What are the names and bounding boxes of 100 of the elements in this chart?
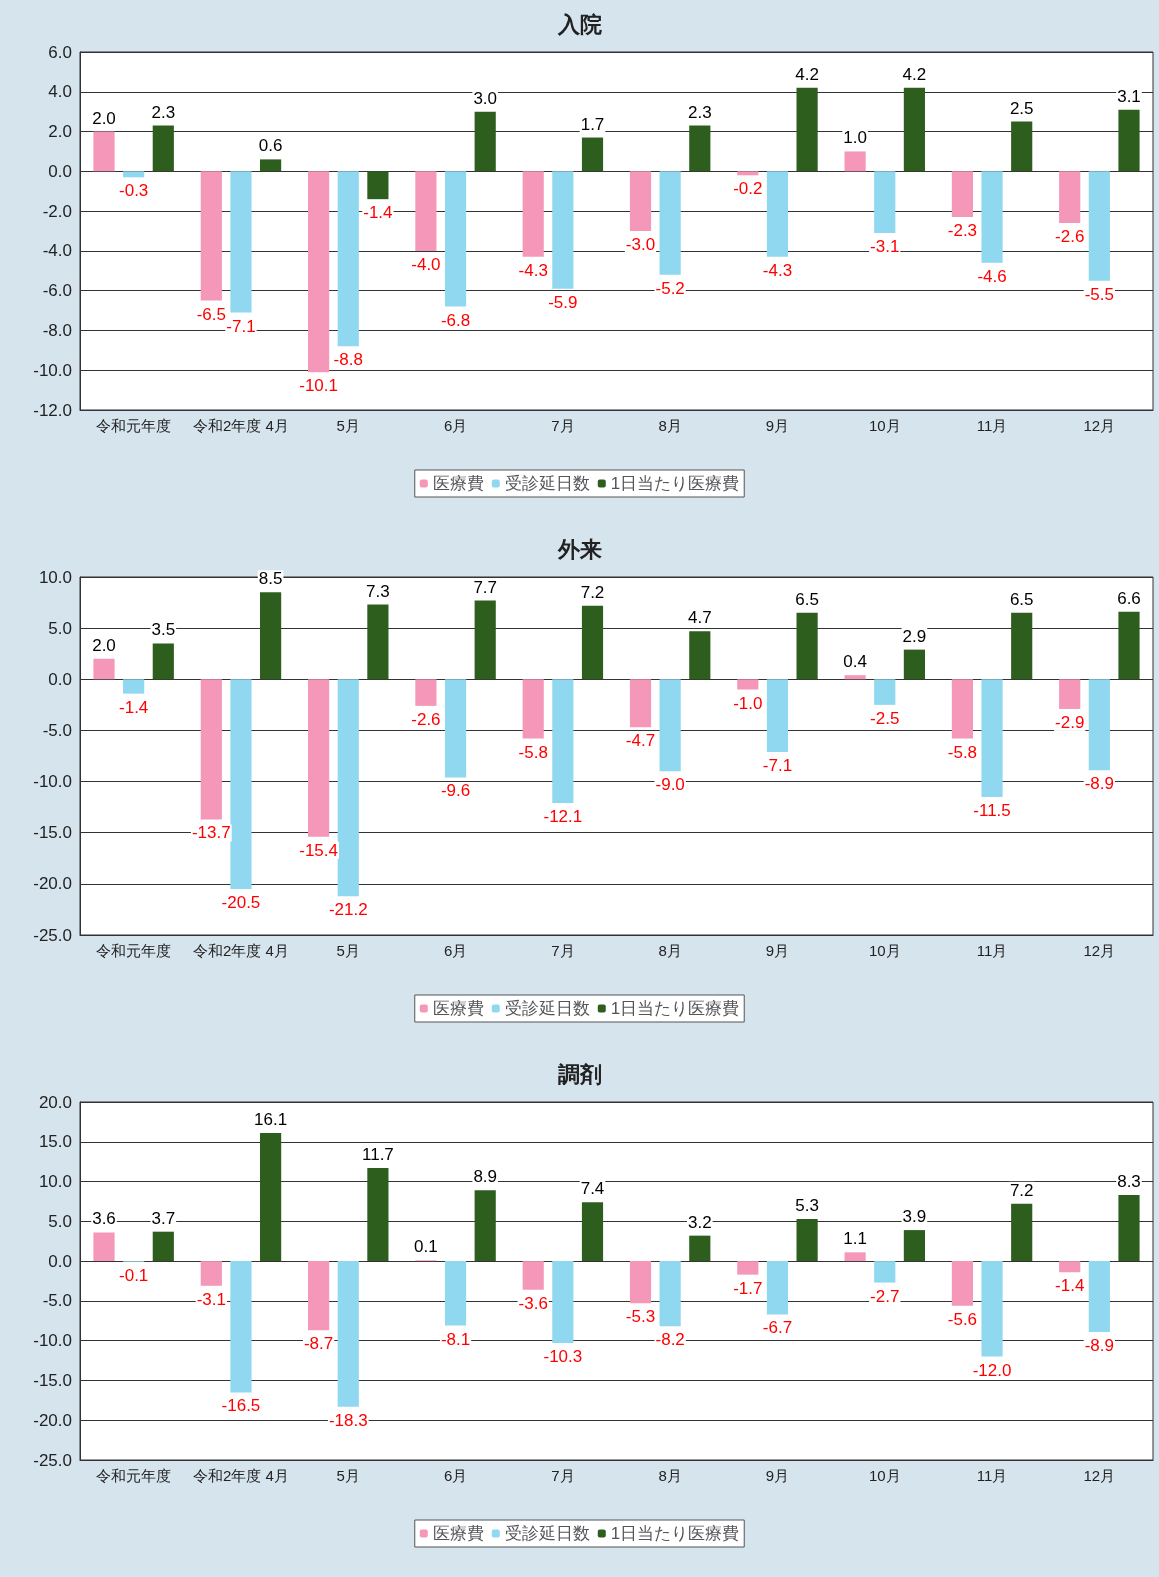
data-label: -5.8 [947,742,978,762]
bar [737,679,759,690]
bar [260,592,282,680]
bar [200,1261,222,1286]
bar [337,171,359,347]
bar [766,679,789,752]
data-label: -4.3 [518,260,548,280]
data-label: -4.6 [977,266,1007,286]
data-label: 3.9 [902,1207,927,1227]
x-tick-label: 7月 [551,942,575,959]
bar [308,679,330,837]
chart-title: 外来 [556,536,602,562]
bar [1088,679,1110,771]
data-label: -12.0 [972,1360,1012,1380]
legend-label: 医療費 [432,1524,484,1543]
data-label: -9.6 [440,781,471,801]
legend-label: 1日当たり医療費 [610,474,740,493]
y-tick-label: -12.0 [33,400,72,420]
data-label: 3.2 [687,1212,712,1232]
data-label: -8.8 [333,350,363,370]
bar [1059,1261,1081,1273]
bar [581,605,604,680]
data-label: -1.4 [1055,1276,1085,1296]
legend-label: 受診延日数 [504,999,590,1018]
bar [308,171,330,373]
data-label: -6.8 [440,310,471,330]
bar [1059,679,1081,709]
x-tick-label: 令和2年度 4月 [193,942,289,959]
bar [874,1261,896,1283]
y-tick-label: -10.0 [33,360,72,380]
bar [415,171,437,251]
data-label: -2.7 [870,1286,900,1306]
data-label: -6.5 [196,304,226,324]
bar [444,1261,467,1326]
data-label: 8.5 [258,569,283,589]
data-label: -5.2 [655,278,685,298]
y-tick-label: 15.0 [38,1132,72,1152]
bar [1011,1203,1033,1262]
bar [93,131,115,172]
data-label: -3.1 [196,1289,226,1309]
x-tick-label: 9月 [765,417,790,434]
x-tick-label: 5月 [336,1467,360,1484]
data-label: -20.5 [221,892,261,912]
bar [260,159,282,172]
data-label: 6.5 [1009,589,1034,609]
bar [844,675,866,680]
data-label: 4.2 [795,64,819,84]
data-label: -0.2 [733,179,763,199]
bar [337,1261,359,1407]
data-label: -1.0 [733,693,763,713]
legend-label: 1日当たり医療費 [610,1524,740,1543]
bar [629,679,652,728]
y-tick-label: 20.0 [38,1092,72,1112]
bar [659,171,681,275]
data-label: -8.2 [655,1330,685,1350]
data-label: 5.3 [795,1195,819,1215]
data-label: 4.7 [687,608,712,628]
bar [260,1133,282,1262]
y-tick-label: 0.0 [48,1251,72,1271]
data-label: 4.2 [902,64,927,84]
data-label: -9.0 [655,775,685,795]
data-label: 7.4 [580,1179,605,1199]
bar [123,679,145,694]
y-tick-label: -2.0 [42,201,72,221]
x-tick-label: 9月 [765,1467,790,1484]
y-tick-label: 10.0 [38,1172,72,1192]
data-label: -1.4 [363,203,393,223]
data-label: -5.3 [625,1307,656,1327]
data-label: 3.5 [151,620,176,640]
bar [93,1232,115,1262]
x-tick-label: 12月 [1083,1467,1116,1484]
bar [230,679,252,889]
data-label: 7.7 [473,577,498,597]
data-label: -2.9 [1055,712,1085,732]
x-tick-label: 11月 [976,417,1008,434]
y-tick-label: 10.0 [38,567,72,587]
bar [1011,121,1033,172]
bar [689,125,711,172]
bar [844,1252,866,1262]
legend-label: 医療費 [432,474,484,493]
bar [152,125,174,172]
data-label: 2.0 [92,108,116,128]
bar [1088,1261,1110,1332]
x-tick-label: 12月 [1083,942,1116,959]
y-tick-label: -10.0 [33,772,72,792]
bar [689,631,711,680]
bar [903,87,925,172]
data-label: -8.9 [1084,774,1114,794]
bar [200,679,222,820]
data-label: -12.1 [543,807,583,827]
y-tick-label: 5.0 [48,1211,72,1231]
data-label: -5.6 [947,1309,978,1329]
bar [844,151,866,172]
x-tick-label: 令和2年度 4月 [193,417,289,434]
bar [659,679,681,772]
data-label: 3.0 [473,88,498,108]
data-label: -8.9 [1084,1335,1114,1355]
bar [981,1261,1003,1357]
bar [796,1218,818,1262]
x-tick-label: 7月 [551,1467,575,1484]
